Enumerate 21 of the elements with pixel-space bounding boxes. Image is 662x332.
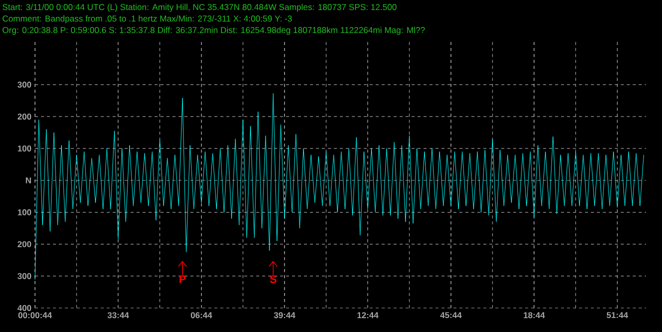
x-tick-label: 45:44 — [440, 312, 462, 318]
y-tick-label: 200 — [18, 114, 32, 120]
x-tick-label: 39:44 — [274, 312, 296, 318]
x-tick-label: 12:44 — [357, 312, 379, 318]
x-tick-label: 51:44 — [606, 312, 628, 318]
text: Start: 3/11/00 0:00:44 UTC (L) Station: Amity Hill, NC 35.437N 80.484W Samples: 180737 SPS: 12.500 — [2, 4, 396, 12]
x-tick-label: 18:44 — [524, 312, 545, 318]
y-tick-label: 100 — [18, 209, 32, 216]
y-tick-label: 100 — [18, 145, 32, 152]
annotation: P — [180, 275, 186, 283]
text: Org: 0:20:38.8 P: 0:59:00.6 S: 1:35:37.8 Diff: 36:37.2min Dist: 16254.98deg 1807188km 1122264mi Mag: Ml?? — [2, 26, 425, 35]
annotation: S — [270, 275, 276, 284]
y-tick-label: 300 — [18, 82, 32, 88]
y-tick-label: 200 — [18, 241, 32, 248]
x-tick-label: 00:00:44 — [18, 312, 52, 318]
text: Comment: Bandpass from .05 to .1 hertz Max/Min: 273/-311 X: 4:00:59 Y: -3 — [2, 15, 292, 24]
y-tick-label: 300 — [18, 273, 32, 280]
y-tick-label: 400 — [17, 305, 32, 311]
y-tick-label: N — [26, 177, 31, 184]
x-tick-label: 33:44 — [108, 312, 129, 318]
x-tick-label: 06:44 — [190, 312, 212, 318]
